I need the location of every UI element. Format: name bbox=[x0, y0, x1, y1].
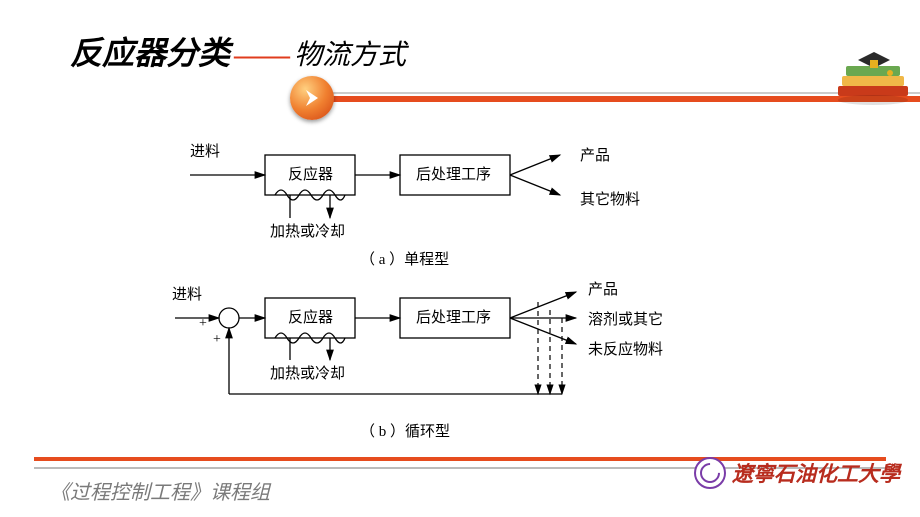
books-icon bbox=[834, 48, 912, 116]
title-sub: 物流方式 bbox=[294, 40, 406, 71]
caption-b: （ b ）循环型 bbox=[360, 420, 450, 441]
label-b-reactor: 反应器 bbox=[288, 306, 333, 327]
label-b-plus2: + bbox=[213, 332, 221, 348]
label-b-unreacted: 未反应物料 bbox=[588, 338, 663, 359]
label-a-reactor: 反应器 bbox=[288, 163, 333, 184]
title-separator: —— bbox=[234, 40, 290, 71]
title-main: 反应器分类 bbox=[70, 35, 230, 71]
caption-a: （ a ）单程型 bbox=[360, 248, 449, 269]
header-line-thin bbox=[330, 92, 920, 94]
diagram-a bbox=[190, 155, 560, 218]
label-b-plus1: + bbox=[199, 316, 207, 332]
footer-course: 《过程控制工程》课程组 bbox=[50, 476, 270, 505]
label-b-product: 产品 bbox=[588, 278, 618, 299]
label-b-post: 后处理工序 bbox=[416, 306, 491, 327]
header-line-thick bbox=[330, 96, 920, 102]
label-a-feed: 进料 bbox=[190, 140, 220, 161]
header-separator bbox=[0, 88, 920, 110]
label-b-feed: 进料 bbox=[172, 283, 202, 304]
label-a-other: 其它物料 bbox=[580, 188, 640, 209]
diagram-b bbox=[175, 292, 576, 394]
label-a-heatcool: 加热或冷却 bbox=[270, 220, 345, 241]
university-logo-icon bbox=[694, 457, 726, 489]
flow-diagrams bbox=[0, 0, 920, 517]
label-a-post: 后处理工序 bbox=[416, 163, 491, 184]
university-block: 遼寧石油化工大學 bbox=[694, 457, 900, 489]
label-a-product: 产品 bbox=[580, 144, 610, 165]
slide-title: 反应器分类 —— 物流方式 bbox=[70, 28, 406, 74]
university-name: 遼寧石油化工大學 bbox=[732, 458, 900, 488]
arrow-right-icon bbox=[290, 76, 334, 120]
label-b-heatcool: 加热或冷却 bbox=[270, 362, 345, 383]
label-b-solvent: 溶剂或其它 bbox=[588, 308, 663, 329]
